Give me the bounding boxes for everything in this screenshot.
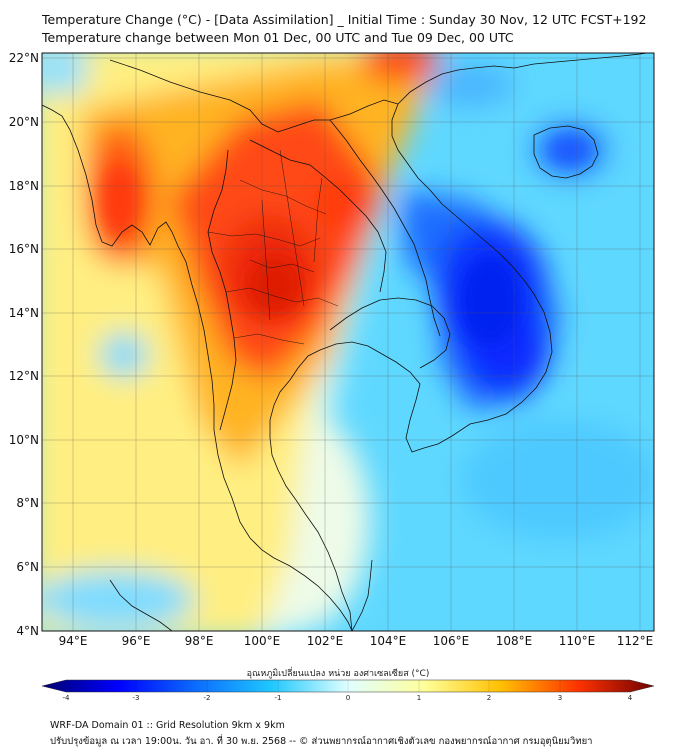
- lon-label-104e: 104°E: [370, 634, 407, 648]
- colorbar-bar: [41, 679, 655, 693]
- lat-label-4n: 4°N: [16, 624, 39, 638]
- lat-label-8n: 8°N: [16, 496, 39, 510]
- colorbar-tick-neg2: -2: [204, 694, 211, 702]
- sumatra-coast: [109, 579, 173, 631]
- lat-label-20n: 20°N: [9, 115, 39, 129]
- lat-label-10n: 10°N: [9, 433, 39, 447]
- footer-update-credit: ปรับปรุงข้อมูล ณ เวลา 19:00น. วัน อา. ที…: [50, 736, 593, 747]
- lat-label-16n: 16°N: [9, 242, 39, 256]
- footer-model-info: WRF-DA Domain 01 :: Grid Resolution 9km …: [50, 720, 285, 731]
- colorbar-tick-2: 2: [487, 694, 491, 702]
- grid-lines: [42, 53, 654, 631]
- border-china: [109, 59, 399, 133]
- colorbar: -4 -3 -2 -1 0 1 2 3 4: [41, 679, 655, 702]
- coastlines-and-borders: [42, 53, 650, 631]
- lat-label-18n: 18°N: [9, 179, 39, 193]
- lon-label-110e: 110°E: [559, 634, 596, 648]
- lon-label-100e: 100°E: [244, 634, 281, 648]
- lon-label-102e: 102°E: [307, 634, 344, 648]
- lat-label-14n: 14°N: [9, 306, 39, 320]
- lon-label-98e: 98°E: [185, 634, 214, 648]
- temperature-field: [42, 53, 654, 631]
- lat-label-12n: 12°N: [9, 369, 39, 383]
- lon-label-94e: 94°E: [59, 634, 88, 648]
- colorbar-tick-1: 1: [417, 694, 421, 702]
- colorbar-tick-neg1: -1: [275, 694, 282, 702]
- border-laos-vietnam: [329, 119, 441, 337]
- lon-label-112e: 112°E: [617, 634, 654, 648]
- lon-label-106e: 106°E: [433, 634, 470, 648]
- lat-label-22n: 22°N: [9, 51, 39, 65]
- colorbar-tick-neg3: -3: [133, 694, 140, 702]
- plot-frame: [41, 52, 655, 632]
- colorbar-tick-0: 0: [346, 694, 350, 702]
- lon-label-96e: 96°E: [122, 634, 151, 648]
- map-title-line2: Temperature change between Mon 01 Dec, 0…: [42, 30, 514, 45]
- provincial-lines: [207, 149, 339, 345]
- colorbar-tick-3: 3: [558, 694, 562, 702]
- latitude-labels: 22°N 20°N 18°N 16°N 14°N 12°N 10°N 8°N 6…: [9, 51, 39, 638]
- hainan-coast: [533, 125, 599, 179]
- border-thailand-laos: [249, 139, 387, 293]
- colorbar-tick-neg4: -4: [63, 694, 71, 702]
- malaysia-coast-east: [351, 559, 373, 631]
- longitude-labels: 94°E 96°E 98°E 100°E 102°E 104°E 106°E 1…: [59, 634, 654, 648]
- coastline-south-china: [473, 53, 650, 69]
- colorbar-title: อุณหภูมิเปลี่ยนแปลง หน่วย องศาเซลเซียส (…: [246, 669, 430, 679]
- coastline-west: [42, 104, 353, 631]
- map-title-line1: Temperature Change (°C) - [Data Assimila…: [42, 12, 647, 27]
- lat-label-6n: 6°N: [16, 560, 39, 574]
- coastline-gulf: [269, 67, 553, 631]
- colorbar-segments: [135, 680, 561, 692]
- lon-label-108e: 108°E: [496, 634, 533, 648]
- colorbar-tick-4: 4: [628, 694, 633, 702]
- border-myanmar-thailand: [207, 149, 237, 431]
- border-cambodia: [329, 297, 451, 369]
